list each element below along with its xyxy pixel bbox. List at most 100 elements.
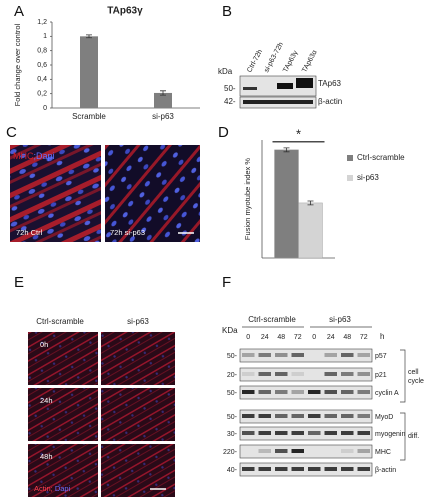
blot <box>239 385 373 400</box>
micrograph <box>28 332 98 385</box>
blot <box>239 367 373 382</box>
micrograph <box>101 332 175 385</box>
blot <box>239 348 373 363</box>
protein-label: MHC <box>375 449 391 456</box>
marker: 50- <box>227 353 238 360</box>
band <box>357 372 370 376</box>
band <box>341 467 354 471</box>
marker: 220- <box>223 449 238 456</box>
panel-letter: B <box>222 3 232 20</box>
stain-legend: Actin; Dapi <box>34 484 71 493</box>
micrograph <box>10 145 101 242</box>
group-label: si-p63 <box>329 315 351 324</box>
row-label: 0h <box>40 340 48 349</box>
stain-legend: MHC;Dapi <box>13 151 55 161</box>
band <box>242 372 255 376</box>
band <box>308 431 321 435</box>
stain-blue: ;Dapi <box>34 151 55 161</box>
marker: 40- <box>227 467 238 474</box>
bar <box>298 202 323 259</box>
bracket-label: cycle <box>408 378 424 385</box>
time-unit: h <box>380 332 384 341</box>
stain-blue: Dapi <box>53 484 71 493</box>
band <box>275 467 288 471</box>
band <box>308 467 321 471</box>
error-bar <box>283 147 290 153</box>
y-tick-label: 0,8 <box>37 48 47 55</box>
band <box>296 78 313 88</box>
row-label: 48h <box>40 452 53 461</box>
panel-letter: F <box>222 274 231 291</box>
lane-label: Ctrl-72h <box>246 48 264 73</box>
band <box>341 449 354 453</box>
annotation: * <box>296 126 301 141</box>
y-tick-label: 0,2 <box>37 91 47 98</box>
error-bar <box>86 34 92 39</box>
legend-label: Ctrl-scramble <box>357 153 405 162</box>
micrograph <box>101 444 175 497</box>
blot <box>239 444 373 459</box>
band <box>243 100 313 104</box>
band <box>341 390 354 394</box>
y-tick-label: 0 <box>43 105 47 112</box>
blot <box>239 426 373 441</box>
band <box>357 353 370 357</box>
band <box>258 467 271 471</box>
band-label: TAp63 <box>318 79 342 88</box>
band <box>357 449 370 453</box>
bracket-label: cell <box>408 369 419 376</box>
time-label: 0 <box>312 334 316 341</box>
band <box>275 390 288 394</box>
band <box>243 87 257 90</box>
protein-label: p21 <box>375 372 387 379</box>
band <box>357 467 370 471</box>
bracket <box>400 349 406 403</box>
lane-label: TAp63α <box>301 49 319 74</box>
protein-label: p57 <box>375 353 387 360</box>
band <box>291 353 304 357</box>
bar <box>80 36 98 109</box>
stain-red: Actin; <box>34 484 53 493</box>
row-label: 24h <box>40 396 53 405</box>
lane-label: TAp63γ <box>282 49 299 74</box>
band <box>258 414 271 418</box>
y-axis-label: Fold change over control <box>13 23 22 106</box>
time-label: 48 <box>343 334 351 341</box>
band <box>291 449 304 453</box>
stain-red: MHC <box>13 151 34 161</box>
band <box>308 414 321 418</box>
unit-label: kDa <box>218 67 233 76</box>
band <box>291 431 304 435</box>
band <box>357 414 370 418</box>
panel-letter: C <box>6 124 17 141</box>
band <box>357 390 370 394</box>
error-bar <box>307 200 314 206</box>
time-label: 24 <box>261 334 269 341</box>
band <box>242 390 255 394</box>
time-label: 24 <box>327 334 335 341</box>
band <box>242 467 255 471</box>
x-tick-label: si-p63 <box>152 112 174 121</box>
image-label: 72h si-p63 <box>110 228 145 237</box>
lane-label: si-p63-72h <box>263 41 285 74</box>
band <box>341 372 354 376</box>
band <box>275 431 288 435</box>
legend-label: si-p63 <box>357 173 379 182</box>
band <box>275 449 288 453</box>
blot <box>239 409 373 424</box>
micrograph <box>28 388 98 441</box>
band <box>258 353 271 357</box>
bracket-label: diff. <box>408 433 419 440</box>
band <box>258 390 271 394</box>
band <box>324 467 337 471</box>
band <box>275 414 288 418</box>
band <box>275 353 288 357</box>
y-axis-label: Fusion myotube index % <box>243 158 252 240</box>
band <box>242 414 255 418</box>
bar <box>154 92 172 108</box>
band <box>258 431 271 435</box>
bar <box>274 149 299 259</box>
band <box>324 390 337 394</box>
blot <box>239 462 373 477</box>
